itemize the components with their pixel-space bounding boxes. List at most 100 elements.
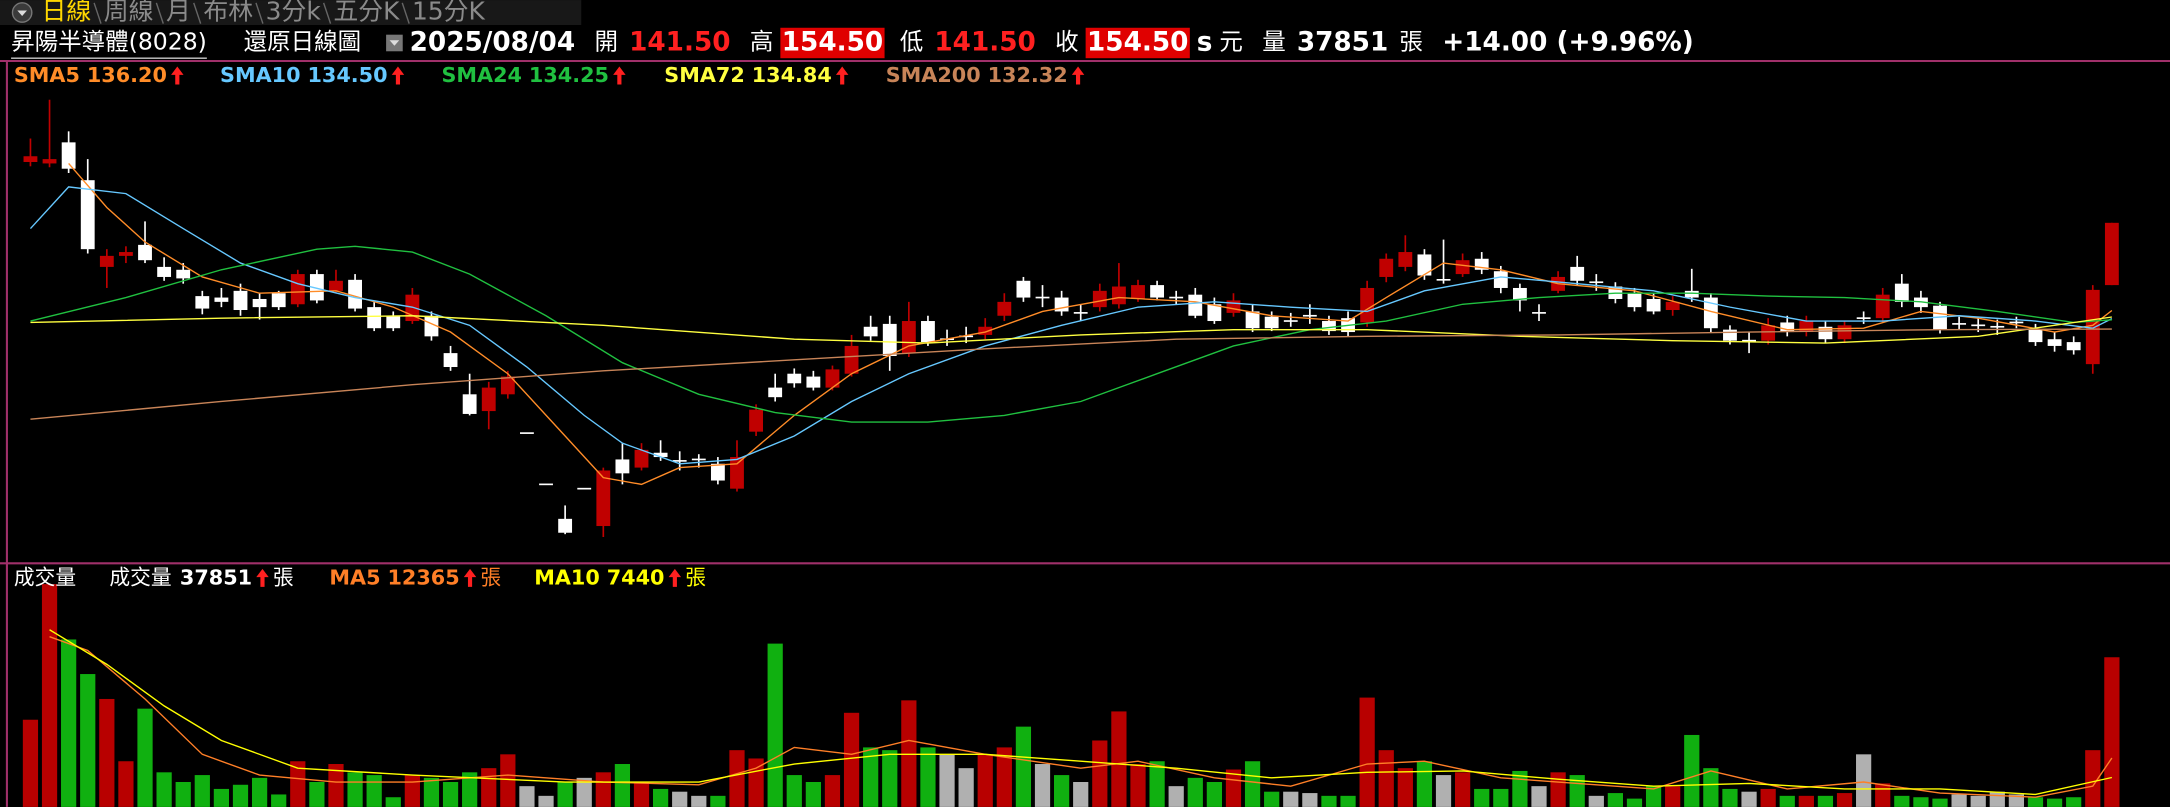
candle-body bbox=[882, 323, 897, 356]
volume-bar bbox=[920, 747, 936, 807]
volume-bar bbox=[1111, 711, 1127, 807]
volume-bar bbox=[691, 795, 707, 807]
mode[interactable]: 還原日線圖 bbox=[244, 27, 362, 55]
candle-body bbox=[768, 387, 783, 398]
volume-bar bbox=[1015, 726, 1032, 807]
highlight-box bbox=[780, 27, 885, 59]
volume-bar bbox=[1302, 793, 1318, 807]
candle-body bbox=[539, 483, 553, 486]
volume-bar bbox=[1168, 786, 1184, 807]
legend-name: SMA10 bbox=[220, 63, 301, 87]
volume-bar bbox=[1034, 764, 1051, 807]
volume-bar bbox=[863, 747, 879, 807]
tab[interactable]: 布林 bbox=[203, 0, 253, 26]
candle-body bbox=[1073, 312, 1088, 314]
volume-bar bbox=[882, 750, 898, 807]
volume-bar bbox=[385, 797, 401, 807]
volume-bar bbox=[729, 750, 745, 807]
volume-bar bbox=[1856, 754, 1872, 807]
volume-bar bbox=[672, 791, 688, 807]
legend-name: SMA24 bbox=[441, 63, 522, 87]
candle-body bbox=[2085, 289, 2100, 365]
unit: 元 bbox=[1219, 27, 1243, 55]
candle-body bbox=[157, 266, 172, 277]
tab-separator bbox=[93, 2, 102, 24]
candle-body bbox=[1360, 287, 1375, 323]
candle-body bbox=[1894, 283, 1909, 302]
tab[interactable]: 日線 bbox=[42, 0, 92, 26]
volume-bar bbox=[232, 784, 249, 807]
candle-body bbox=[1417, 254, 1432, 276]
volume-bar bbox=[1092, 740, 1108, 807]
unit: 張 bbox=[1399, 27, 1423, 55]
tab[interactable]: 周線 bbox=[104, 0, 154, 26]
tab[interactable]: 月 bbox=[166, 0, 191, 26]
tab[interactable]: 五分K bbox=[333, 0, 400, 26]
volume-bar bbox=[633, 782, 650, 807]
volume-bar bbox=[595, 772, 611, 807]
candle-body bbox=[1474, 258, 1489, 270]
tab[interactable]: 15分K bbox=[412, 0, 486, 26]
candle-body bbox=[424, 315, 439, 337]
volume-bar bbox=[538, 795, 554, 807]
volume-bar bbox=[614, 764, 631, 807]
volume-bar bbox=[213, 788, 230, 807]
volume-bar bbox=[2085, 750, 2101, 807]
candle-body bbox=[558, 518, 573, 533]
tab[interactable]: 3分k bbox=[266, 0, 322, 26]
volume-bar bbox=[1359, 697, 1375, 807]
legend-name: MA10 bbox=[534, 566, 600, 590]
candle-body bbox=[1703, 297, 1718, 329]
volume-bar bbox=[1378, 750, 1394, 807]
candle-body bbox=[1837, 325, 1852, 340]
volume-bar bbox=[519, 786, 535, 807]
volume-bar bbox=[1187, 777, 1203, 807]
stock-name: 昇陽半導體(8028) bbox=[11, 27, 207, 55]
candle-body bbox=[1283, 320, 1298, 322]
volume-bar bbox=[939, 754, 955, 807]
volume-bar bbox=[404, 775, 420, 807]
panel-title: 成交量 bbox=[14, 566, 76, 590]
candle-body bbox=[1646, 298, 1661, 312]
candle-body bbox=[1245, 311, 1260, 329]
candle-body bbox=[1875, 294, 1890, 319]
candle-body bbox=[1322, 321, 1336, 332]
candle-body bbox=[1818, 326, 1833, 340]
candle-body bbox=[1131, 285, 1145, 299]
volume-bar bbox=[194, 775, 210, 807]
candle-body bbox=[1570, 266, 1585, 281]
candle-body bbox=[1455, 260, 1470, 275]
volume-bar bbox=[156, 772, 172, 807]
volume-bar bbox=[805, 782, 821, 807]
candle-body bbox=[1264, 316, 1279, 329]
volume-bar bbox=[137, 708, 153, 807]
volume-bar bbox=[1264, 791, 1280, 807]
volume-bar bbox=[1435, 775, 1452, 807]
legend-value: 132.32 bbox=[988, 63, 1068, 87]
candle-body bbox=[1207, 304, 1222, 322]
tab-separator bbox=[155, 2, 164, 24]
candle-body bbox=[1188, 294, 1203, 316]
moving-average-line bbox=[29, 186, 2113, 465]
volume-bar bbox=[710, 795, 726, 807]
candle-body bbox=[2009, 321, 2024, 324]
dropdown-arrow bbox=[17, 10, 27, 16]
label: 收 bbox=[1055, 27, 1079, 55]
candle-body bbox=[1398, 252, 1413, 267]
candle-body bbox=[1780, 322, 1795, 333]
volume-bar bbox=[1588, 795, 1604, 807]
volume-bar bbox=[2008, 794, 2025, 807]
volume-bar bbox=[1493, 788, 1509, 807]
volume-bar bbox=[1206, 782, 1222, 807]
volume-bar bbox=[652, 788, 669, 807]
moving-average-line bbox=[30, 245, 2112, 423]
candle-body bbox=[653, 452, 668, 458]
label: 高 bbox=[750, 27, 774, 55]
candle-body bbox=[1627, 293, 1642, 308]
candle-body bbox=[271, 293, 286, 308]
legend-value: 136.20 bbox=[87, 63, 167, 87]
volume-bar bbox=[557, 782, 573, 807]
volume-bar bbox=[843, 712, 860, 807]
